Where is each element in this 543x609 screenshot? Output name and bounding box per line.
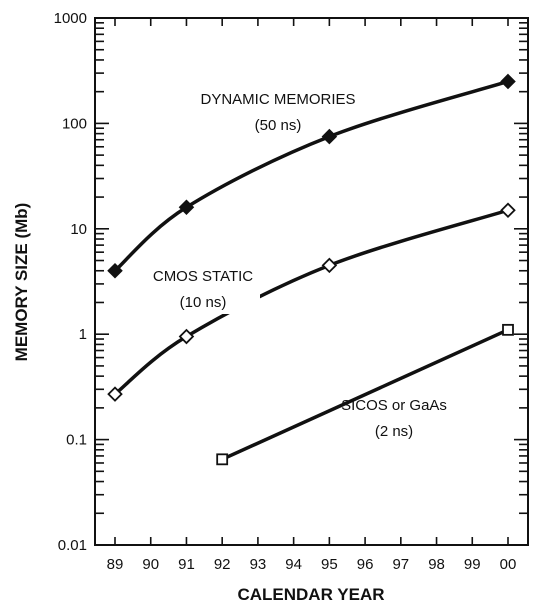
data-point-dynamic-memories xyxy=(321,128,338,145)
x-tick-label: 99 xyxy=(464,556,481,573)
axes-layer xyxy=(94,17,529,546)
x-tick-label: 93 xyxy=(250,556,267,573)
y-tick-label: 100 xyxy=(62,115,87,132)
x-tick-label: 97 xyxy=(392,556,409,573)
data-point-dynamic-memories xyxy=(500,73,516,90)
x-tick-label: 96 xyxy=(357,556,374,573)
x-tick-label: 95 xyxy=(321,556,338,573)
x-tick-label: 94 xyxy=(285,556,302,573)
data-point-sicos-or-gaas xyxy=(502,323,514,336)
data-point-cmos-static xyxy=(500,202,516,219)
data-point-dynamic-memories xyxy=(107,262,123,279)
data-point-sicos-or-gaas xyxy=(216,453,229,466)
y-tick-label: 1 xyxy=(79,326,87,343)
series-note-cmos-static: (10 ns) xyxy=(180,294,227,311)
series-line-cmos-static xyxy=(113,208,509,396)
y-tick-label: 1000 xyxy=(54,10,87,27)
series-label-cmos-static: CMOS STATIC xyxy=(153,268,253,285)
data-point-cmos-static xyxy=(321,257,338,274)
series-line-dynamic-memories xyxy=(113,79,509,273)
x-tick-label: 90 xyxy=(142,556,159,573)
series-label-sicos-gaas: SICOS or GaAs xyxy=(341,397,447,414)
y-tick-label: 10 xyxy=(70,221,87,238)
series-lines-layer xyxy=(113,79,509,461)
x-tick-label: 00 xyxy=(500,556,517,573)
data-point-cmos-static xyxy=(107,386,123,402)
y-tick-label: 0.01 xyxy=(58,537,87,554)
x-tick-label: 91 xyxy=(178,556,195,573)
ticks-layer: 1000 100 10 1 0.1 0.01 89 90 91 92 93 94 95 96 97 98 99 0… xyxy=(54,10,528,573)
x-tick-label: 98 xyxy=(428,556,445,573)
data-point-dynamic-memories xyxy=(178,199,195,216)
series-note-sicos-gaas: (2 ns) xyxy=(375,423,413,440)
series-line-sicos-or-gaas xyxy=(221,328,509,461)
plot-frame xyxy=(94,17,529,546)
series-note-dynamic-memories: (50 ns) xyxy=(255,117,302,134)
x-tick-label: 89 xyxy=(107,556,124,573)
data-point-cmos-static xyxy=(178,328,195,345)
x-axis-title: CALENDAR YEAR xyxy=(237,585,384,604)
series-markers-layer xyxy=(107,73,516,466)
y-axis-title: MEMORY SIZE (Mb) xyxy=(12,203,31,362)
series-label-dynamic-memories: DYNAMIC MEMORIES xyxy=(200,91,355,108)
labels-layer: CALENDAR YEAR MEMORY SIZE (Mb) DYNAMIC M… xyxy=(12,91,447,604)
x-tick-label: 92 xyxy=(214,556,231,573)
cmos-label-gap xyxy=(150,266,260,314)
y-tick-label: 0.1 xyxy=(66,432,87,449)
